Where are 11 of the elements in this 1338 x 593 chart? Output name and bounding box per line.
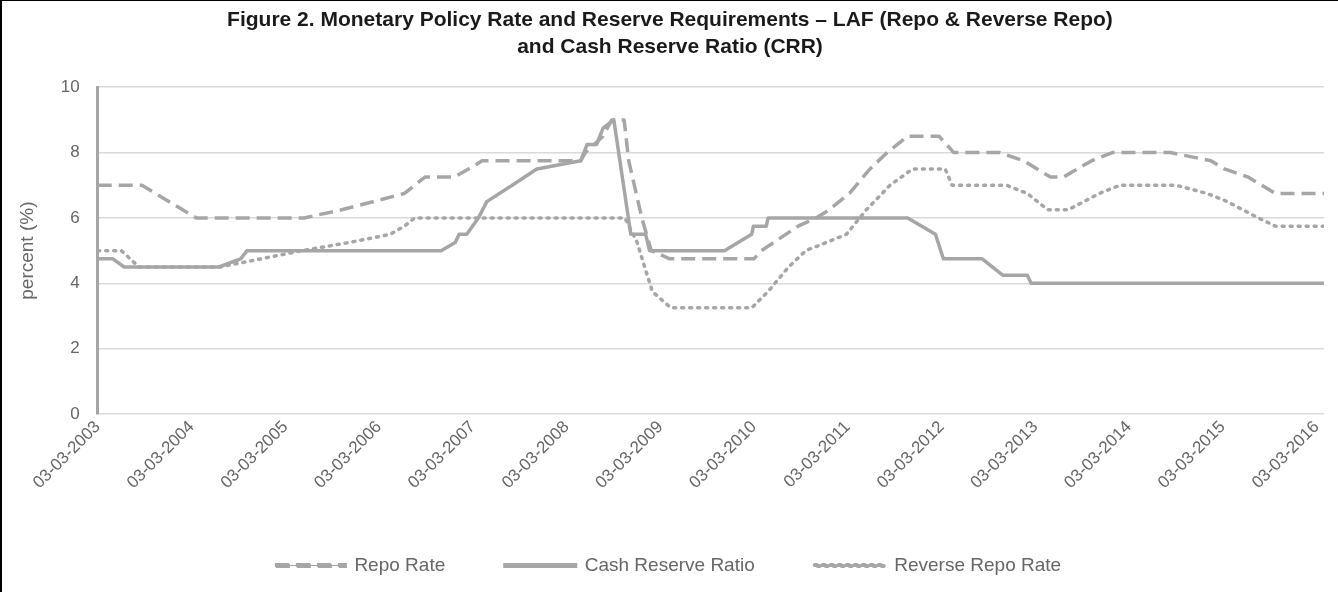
y-tick-label: 0: [70, 403, 80, 423]
y-axis-title: percent (%): [15, 201, 37, 300]
legend-label: Repo Rate: [354, 553, 446, 575]
y-tick-label: 8: [70, 142, 80, 162]
y-tick-label: 10: [60, 76, 80, 96]
chart-title: Figure 2. Monetary Policy Rate and Reserve Requirements – LAF (Repo & Reverse Repo) and Cash Reserve Ratio (CRR): [226, 6, 1114, 59]
legend-label: Cash Reserve Ratio: [584, 553, 755, 575]
y-tick-label: 4: [70, 273, 80, 293]
y-tick-label: 2: [70, 338, 80, 358]
legend-label: Reverse Repo Rate: [894, 553, 1062, 575]
y-tick-label: 6: [70, 207, 80, 227]
